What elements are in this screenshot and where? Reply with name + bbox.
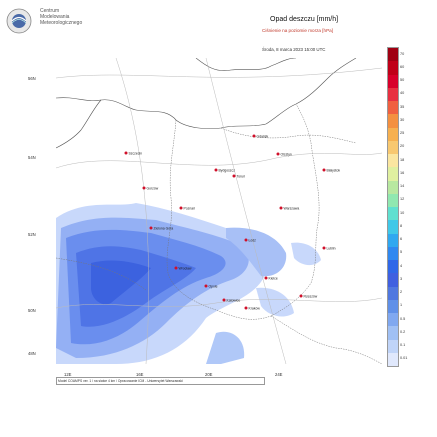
lat-label: 48N xyxy=(28,351,36,356)
legend-label: 0.01 xyxy=(400,356,408,361)
header: Centrum Modelowania Meteorologicznego Op… xyxy=(0,0,437,60)
legend-label: 4 xyxy=(400,263,403,268)
legend-label: 30 xyxy=(400,117,405,122)
lat-label: 50N xyxy=(28,308,36,313)
legend-label: 50 xyxy=(400,78,405,83)
legend-label: 16 xyxy=(400,170,405,175)
city-label: Rzeszów xyxy=(304,295,318,299)
color-legend xyxy=(387,47,399,367)
city-label: Gdańsk xyxy=(257,135,269,139)
city-label: Bydgoszcz xyxy=(219,169,236,173)
city-label: Białystok xyxy=(327,169,341,173)
legend-swatch xyxy=(388,87,398,101)
organization-name: Centrum Modelowania Meteorologicznego xyxy=(40,8,82,26)
city-label: Łódź xyxy=(249,239,257,243)
country-borders xyxy=(56,103,382,364)
legend-swatch xyxy=(388,273,398,287)
legend-label: 8 xyxy=(400,223,403,228)
map-title: Opad deszczu [mm/h] xyxy=(270,16,339,23)
city-label: Warszawa xyxy=(284,207,300,211)
legend-label: 10 xyxy=(400,210,405,215)
city-label: Poznań xyxy=(184,207,196,211)
map-subtitle: Ciśnienie na poziomie morza [hPa] xyxy=(262,28,333,33)
city-label: Olsztyn xyxy=(281,153,292,157)
legend-swatch xyxy=(388,246,398,260)
legend-label: 6 xyxy=(400,237,403,242)
lon-label: 16E xyxy=(136,372,144,377)
lon-label: 20E xyxy=(205,372,213,377)
coastlines xyxy=(56,58,357,149)
lon-label: 12E xyxy=(64,372,72,377)
legend-swatch xyxy=(388,207,398,221)
org-line-2: Modelowania xyxy=(40,14,70,20)
legend-swatch xyxy=(388,127,398,141)
legend-swatch xyxy=(388,352,398,366)
precipitation-map: Gdańsk Olsztyn Białystok Bydgoszcz Toruń Pozn… xyxy=(56,58,382,364)
legend-label: 1 xyxy=(400,303,403,308)
lat-label: 56N xyxy=(28,76,36,81)
legend-swatch xyxy=(388,299,398,313)
legend-label: 3 xyxy=(400,276,403,281)
forecast-datetime: Środa, 8 marca 2023 15:00 UTC xyxy=(262,47,326,52)
city-label: Lublin xyxy=(327,247,336,251)
legend-label: 60 xyxy=(400,64,405,69)
legend-label: 0.1 xyxy=(400,343,406,348)
legend-swatch xyxy=(388,154,398,168)
legend-swatch xyxy=(388,180,398,194)
city-label: Zielona Góra xyxy=(154,227,174,231)
legend-swatch xyxy=(388,61,398,75)
lon-label: 24E xyxy=(275,372,283,377)
legend-label: 14 xyxy=(400,184,405,189)
legend-label: 20 xyxy=(400,144,405,149)
legend-swatch xyxy=(388,220,398,234)
legend-swatch xyxy=(388,74,398,88)
legend-label: 0.2 xyxy=(400,329,406,334)
model-footer: Model COAMPS ver. 1 / na siatce 4 km / O… xyxy=(56,377,265,385)
latitude-axis: 56N 54N 52N 50N 48N xyxy=(28,58,54,368)
legend-swatch xyxy=(388,48,398,62)
precipitation-field xyxy=(56,203,321,364)
legend-swatch xyxy=(388,339,398,353)
legend-swatch xyxy=(388,313,398,327)
lat-label: 52N xyxy=(28,232,36,237)
city-label: Szczecin xyxy=(129,152,143,156)
legend-label: 25 xyxy=(400,131,405,136)
org-line-3: Meteorologicznego xyxy=(40,20,83,26)
legend-swatch xyxy=(388,260,398,274)
legend-swatch xyxy=(388,167,398,181)
city-label: Gorzów xyxy=(147,187,159,191)
legend-label: 0.5 xyxy=(400,316,406,321)
lat-label: 54N xyxy=(28,155,36,160)
city-label: Katowice xyxy=(227,299,241,303)
legend-label: 18 xyxy=(400,157,405,162)
legend-swatch xyxy=(388,114,398,128)
legend-swatch xyxy=(388,286,398,300)
legend-swatch xyxy=(388,193,398,207)
legend-label: 70 xyxy=(400,51,405,56)
city-label: Toruń xyxy=(237,175,246,179)
org-line-1: Centrum xyxy=(40,8,60,14)
legend-labels: 70 60 50 40 35 30 25 20 18 16 14 12 10 8 6 5 4 3 2 1 0.5 0.2 0… xyxy=(400,47,430,377)
legend-label: 40 xyxy=(400,91,405,96)
legend-swatch xyxy=(388,101,398,115)
legend-label: 12 xyxy=(400,197,405,202)
isobars xyxy=(56,58,382,364)
legend-label: 2 xyxy=(400,290,403,295)
city-label: Opole xyxy=(209,285,218,289)
city-label: Kraków xyxy=(249,307,261,311)
city-label: Wrocław xyxy=(179,267,192,271)
legend-swatch xyxy=(388,233,398,247)
cmm-logo-icon xyxy=(6,8,32,34)
legend-swatch xyxy=(388,140,398,154)
legend-label: 35 xyxy=(400,104,405,109)
legend-swatch xyxy=(388,326,398,340)
city-markers xyxy=(124,134,326,310)
city-label: Kielce xyxy=(269,277,278,281)
legend-label: 5 xyxy=(400,250,403,255)
